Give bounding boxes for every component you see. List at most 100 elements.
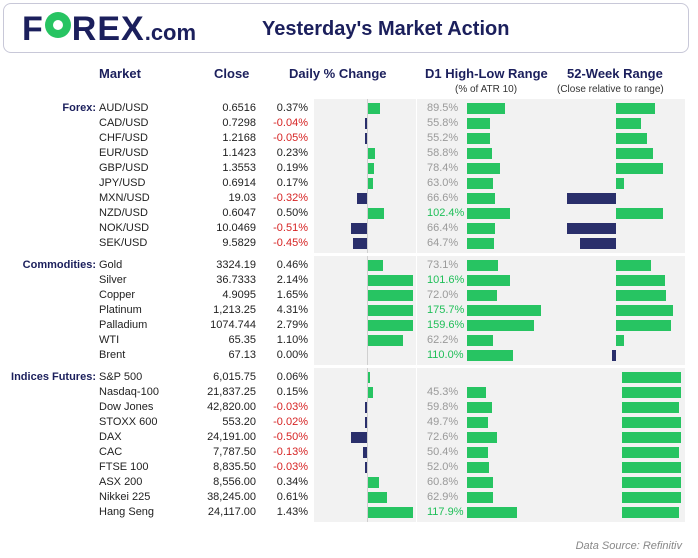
market-name: Nasdaq-100 bbox=[99, 386, 159, 398]
daily-change-bar bbox=[368, 103, 380, 114]
daily-change-value: 0.00% bbox=[276, 349, 308, 361]
forex-logo: F REX.com bbox=[22, 12, 196, 50]
d1-range-value: 60.8% bbox=[427, 476, 459, 488]
d1-range-bar bbox=[467, 477, 493, 488]
d1-range-bar bbox=[467, 178, 493, 189]
week52-range-bar bbox=[616, 290, 666, 301]
d1-range-value: 52.0% bbox=[427, 461, 459, 473]
d1-range-value: 110.0% bbox=[427, 349, 464, 361]
week52-range-bar bbox=[616, 320, 671, 331]
daily-change-bar bbox=[365, 462, 367, 473]
data-source: Data Source: Refinitiv bbox=[575, 540, 682, 552]
week52-range-bar bbox=[622, 492, 681, 503]
daily-change-value: -0.03% bbox=[273, 461, 308, 473]
week52-range-bar bbox=[616, 103, 655, 114]
daily-change-bar bbox=[368, 148, 376, 159]
week52-range-bar bbox=[567, 223, 616, 234]
d1-range-bar bbox=[467, 320, 534, 331]
daily-change-bar bbox=[368, 320, 413, 331]
daily-change-bar bbox=[368, 305, 413, 316]
daily-change-value: -0.50% bbox=[273, 431, 308, 443]
daily-change-bar bbox=[362, 447, 367, 458]
market-name: Palladium bbox=[99, 319, 148, 331]
d1-range-bar bbox=[467, 223, 495, 234]
d1-range-bar bbox=[467, 432, 497, 443]
d1-range-bar bbox=[467, 163, 500, 174]
d1-range-value: 72.0% bbox=[427, 289, 459, 301]
close-value: 24,191.00 bbox=[207, 431, 256, 443]
d1-range-bar bbox=[467, 350, 513, 361]
daily-change-value: -0.45% bbox=[273, 237, 308, 249]
daily-change-value: -0.05% bbox=[273, 132, 308, 144]
d1-range-value: 58.8% bbox=[427, 147, 459, 159]
daily-change-value: -0.03% bbox=[273, 401, 308, 413]
market-name: NZD/USD bbox=[99, 207, 148, 219]
daily-change-value: 0.46% bbox=[276, 259, 308, 271]
logo-suffix: .com bbox=[144, 20, 197, 45]
daily-change-bar bbox=[365, 133, 367, 144]
week52-range-bar bbox=[616, 133, 647, 144]
market-name: CHF/USD bbox=[99, 132, 148, 144]
d1-range-value: 72.6% bbox=[427, 431, 459, 443]
d1-range-value: 45.3% bbox=[427, 386, 459, 398]
column-header-market: Market bbox=[99, 66, 141, 81]
d1-range-bar bbox=[467, 402, 492, 413]
d1-range-value: 117.9% bbox=[427, 506, 464, 518]
section-label: Forex: bbox=[62, 102, 96, 114]
chart-panel bbox=[314, 368, 416, 522]
daily-change-bar bbox=[368, 372, 370, 383]
d1-range-bar bbox=[467, 275, 510, 286]
daily-change-value: 1.10% bbox=[276, 334, 308, 346]
column-header-close: Close bbox=[214, 66, 250, 81]
d1-range-value: 55.2% bbox=[427, 132, 459, 144]
daily-change-value: -0.32% bbox=[273, 192, 308, 204]
close-value: 36.7333 bbox=[216, 274, 256, 286]
close-value: 3324.19 bbox=[216, 259, 256, 271]
column-header-daily: Daily % Change bbox=[289, 66, 387, 81]
daily-change-value: 0.17% bbox=[276, 177, 308, 189]
d1-range-bar bbox=[467, 462, 489, 473]
market-name: Gold bbox=[99, 259, 123, 271]
week52-range-bar bbox=[616, 260, 651, 271]
close-value: 10.0469 bbox=[216, 222, 256, 234]
d1-range-value: 66.4% bbox=[427, 222, 459, 234]
week52-range-bar bbox=[616, 208, 663, 219]
daily-change-bar bbox=[365, 118, 367, 129]
column-subheader-52week: (Close relative to range) bbox=[557, 84, 664, 95]
market-name: Silver bbox=[99, 274, 127, 286]
market-name: CAC bbox=[99, 446, 123, 458]
close-value: 65.35 bbox=[228, 334, 256, 346]
close-value: 0.7298 bbox=[222, 117, 256, 129]
d1-range-bar bbox=[467, 238, 494, 249]
page-title: Yesterday's Market Action bbox=[262, 18, 510, 40]
daily-zero-line bbox=[367, 256, 368, 365]
week52-range-bar bbox=[616, 163, 663, 174]
d1-range-value: 159.6% bbox=[427, 319, 465, 331]
week52-range-bar bbox=[622, 402, 679, 413]
d1-range-bar bbox=[467, 387, 486, 398]
daily-change-bar bbox=[351, 432, 367, 443]
market-name: ASX 200 bbox=[99, 476, 143, 488]
daily-change-value: 1.43% bbox=[276, 506, 308, 518]
daily-change-bar bbox=[365, 402, 367, 413]
d1-range-bar bbox=[467, 148, 492, 159]
week52-range-bar bbox=[622, 432, 681, 443]
daily-change-value: -0.04% bbox=[273, 117, 308, 129]
d1-range-bar bbox=[467, 260, 498, 271]
d1-range-bar bbox=[467, 417, 488, 428]
daily-change-value: -0.51% bbox=[273, 222, 308, 234]
market-name: CAD/USD bbox=[99, 117, 149, 129]
d1-range-value: 175.7% bbox=[427, 304, 465, 316]
close-value: 1.3553 bbox=[222, 162, 256, 174]
daily-change-bar bbox=[368, 477, 379, 488]
d1-range-value: 66.6% bbox=[427, 192, 459, 204]
daily-change-bar bbox=[352, 238, 367, 249]
close-value: 0.6047 bbox=[222, 207, 256, 219]
daily-change-bar bbox=[368, 260, 383, 271]
market-name: DAX bbox=[99, 431, 122, 443]
close-value: 8,835.50 bbox=[213, 461, 256, 473]
daily-change-value: 0.37% bbox=[276, 102, 308, 114]
daily-zero-line bbox=[367, 99, 368, 253]
d1-range-value: 64.7% bbox=[427, 237, 459, 249]
daily-change-value: -0.13% bbox=[273, 446, 308, 458]
